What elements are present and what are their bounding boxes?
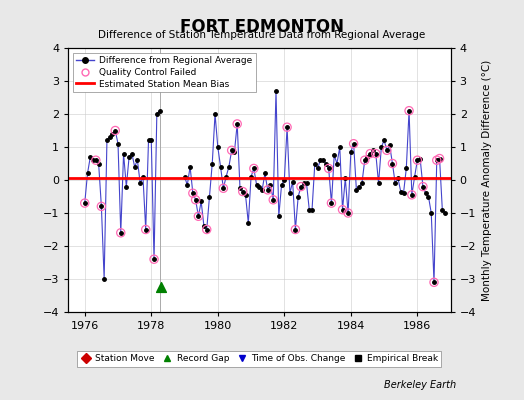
- Point: [238, 188, 247, 195]
- Y-axis label: Monthly Temperature Anomaly Difference (°C): Monthly Temperature Anomaly Difference (…: [482, 59, 492, 301]
- Point: [283, 124, 291, 130]
- Point: [111, 127, 119, 134]
- Text: Difference of Station Temperature Data from Regional Average: Difference of Station Temperature Data f…: [99, 30, 425, 40]
- Point: [350, 140, 358, 147]
- Point: [97, 203, 105, 210]
- Point: [324, 165, 333, 172]
- Point: [116, 230, 125, 236]
- Point: [297, 183, 305, 190]
- Point: [189, 190, 197, 196]
- Point: [219, 185, 227, 192]
- Point: [388, 160, 397, 167]
- Point: [150, 256, 158, 262]
- Point: [372, 150, 380, 157]
- Text: FORT EDMONTON: FORT EDMONTON: [180, 18, 344, 36]
- Point: [419, 183, 427, 190]
- Point: [405, 108, 413, 114]
- Point: [408, 192, 416, 198]
- Point: [383, 147, 391, 154]
- Point: [361, 157, 369, 163]
- Point: [141, 226, 150, 233]
- Point: [81, 200, 89, 206]
- Point: [203, 226, 211, 233]
- Point: [291, 226, 300, 233]
- Legend: Station Move, Record Gap, Time of Obs. Change, Empirical Break: Station Move, Record Gap, Time of Obs. C…: [78, 351, 441, 367]
- Point: [264, 187, 272, 193]
- Point: [435, 155, 444, 162]
- Point: [191, 197, 200, 203]
- Point: [433, 157, 441, 163]
- Point: [92, 157, 100, 163]
- Point: [430, 279, 438, 286]
- Point: [339, 206, 347, 213]
- Point: [249, 165, 258, 172]
- Point: [194, 213, 203, 220]
- Text: Berkeley Earth: Berkeley Earth: [384, 380, 456, 390]
- Point: [366, 150, 375, 157]
- Point: [344, 210, 352, 216]
- Point: [413, 157, 422, 163]
- Point: [227, 147, 236, 154]
- Point: [328, 200, 336, 206]
- Point: [269, 197, 277, 203]
- Point: [233, 121, 242, 127]
- Point: [157, 284, 166, 290]
